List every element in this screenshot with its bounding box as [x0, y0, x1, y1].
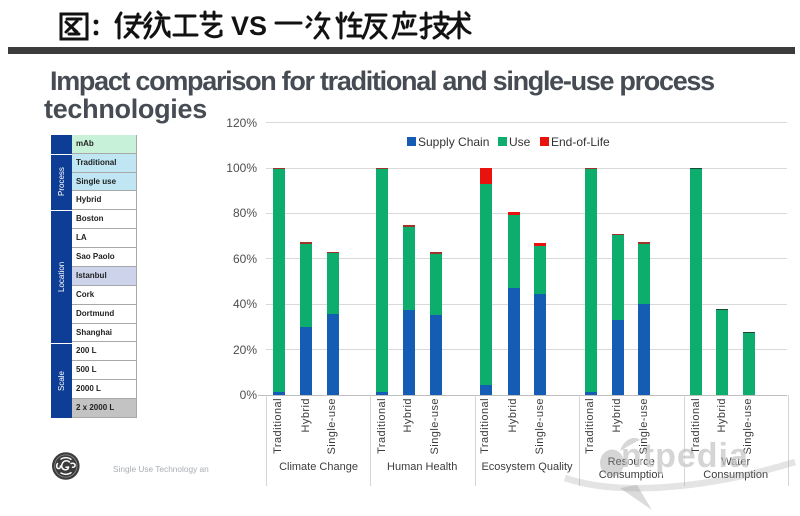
svg-text:ntpedia: ntpedia — [623, 439, 751, 477]
svg-text:ntpedia: ntpedia — [621, 437, 749, 475]
svg-text:VS: VS — [231, 11, 267, 41]
